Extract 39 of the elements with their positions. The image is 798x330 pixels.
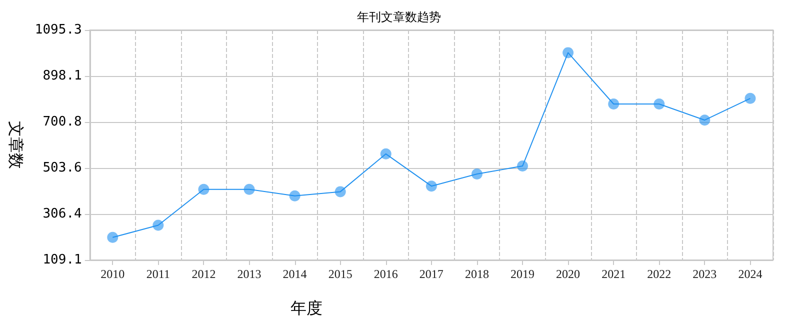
x-axis-title: 年度 (290, 298, 322, 318)
y-tick-label: 503.6 (42, 160, 82, 176)
x-tick-label: 2017 (419, 267, 444, 281)
x-tick-label: 2024 (738, 267, 762, 281)
point (334, 186, 346, 198)
x-tick-label: 2023 (692, 267, 717, 281)
point (744, 92, 756, 104)
x-tick-label: 2012 (192, 267, 216, 281)
point (654, 98, 665, 110)
y-tick-label: 306.4 (42, 206, 82, 222)
x-tick-label: 2021 (602, 267, 626, 281)
x-tick-label: 2018 (464, 267, 489, 281)
point (152, 220, 164, 231)
x-tick-label: 2010 (100, 267, 125, 281)
x-tick-label: 2013 (237, 267, 262, 281)
y-tick-label: 109.1 (42, 252, 82, 268)
point (608, 98, 620, 110)
x-tick-label: 2020 (556, 267, 580, 281)
point (380, 148, 392, 160)
y-axis-title: 文章数 (6, 121, 26, 169)
point (244, 184, 255, 195)
y-tick-label: 700.8 (42, 114, 82, 130)
chart-title: 年刊文章数趋势 (357, 10, 441, 24)
point (562, 47, 574, 58)
y-tick-label: 1095.3 (34, 22, 82, 38)
x-tick-label: 2015 (328, 267, 352, 281)
x-tick-label: 2019 (510, 267, 535, 281)
point (517, 160, 528, 172)
point (426, 180, 437, 192)
point (699, 114, 710, 126)
y-tick-label: 898.1 (42, 68, 82, 84)
point (107, 232, 118, 243)
x-tick-label: 2016 (374, 267, 398, 281)
x-tick-label: 2011 (146, 267, 170, 281)
point (198, 184, 210, 195)
x-tick-label: 2022 (647, 267, 672, 281)
point (471, 168, 482, 180)
point (289, 190, 300, 202)
x-tick-label: 2014 (282, 267, 307, 281)
